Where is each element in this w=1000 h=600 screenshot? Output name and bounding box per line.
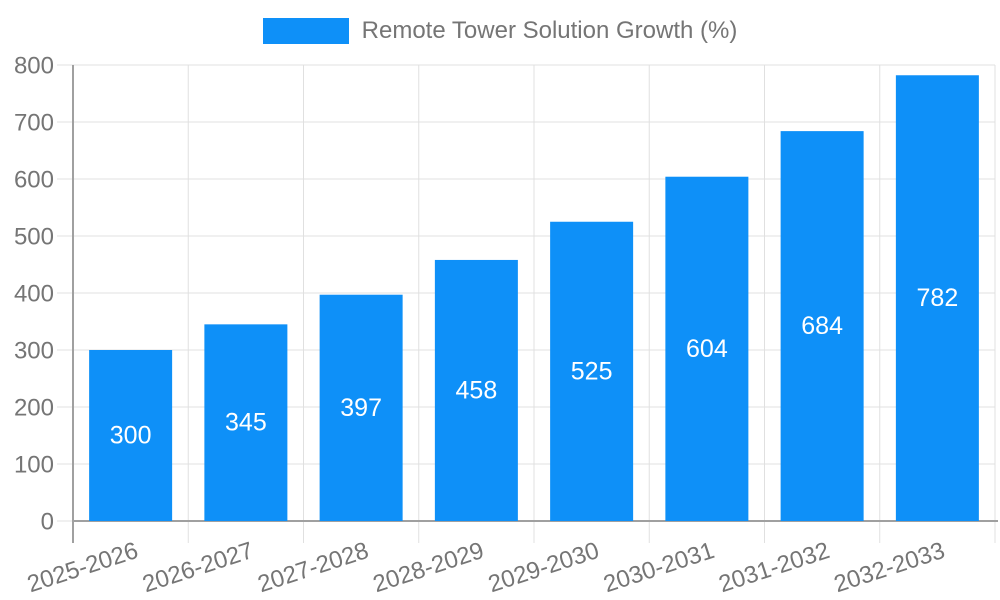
x-axis-label: 2027-2028 xyxy=(254,537,372,598)
y-axis-label: 100 xyxy=(14,452,54,479)
bar[interactable] xyxy=(434,259,518,521)
x-axis-label: 2031-2032 xyxy=(715,537,833,598)
x-axis-label: 2026-2027 xyxy=(139,537,257,598)
x-axis-label: 2030-2031 xyxy=(600,537,718,598)
y-axis-label: 800 xyxy=(14,53,54,80)
bar[interactable] xyxy=(319,294,403,521)
x-axis-label: 2028-2029 xyxy=(370,537,488,598)
x-axis-label: 2032-2033 xyxy=(831,537,949,598)
bar-value-label: 345 xyxy=(225,409,267,437)
x-axis-label: 2025-2026 xyxy=(24,537,142,598)
bar-value-label: 458 xyxy=(456,376,498,404)
legend-label: Remote Tower Solution Growth (%) xyxy=(361,17,738,44)
bar[interactable] xyxy=(895,75,979,521)
bar-value-label: 300 xyxy=(110,422,152,450)
bar[interactable] xyxy=(89,350,173,521)
bar-value-label: 684 xyxy=(801,312,843,340)
bar-value-label: 397 xyxy=(340,394,382,422)
bar-value-label: 525 xyxy=(571,357,613,385)
y-axis-label: 200 xyxy=(14,395,54,422)
y-axis-label: 300 xyxy=(14,338,54,365)
bar-value-label: 604 xyxy=(686,335,728,363)
bar-value-label: 782 xyxy=(917,284,959,312)
chart-legend[interactable]: Remote Tower Solution Growth (%) xyxy=(0,17,1000,45)
y-axis-label: 600 xyxy=(14,167,54,194)
bar[interactable] xyxy=(204,324,288,521)
bar[interactable] xyxy=(780,131,864,521)
y-axis-label: 700 xyxy=(14,110,54,137)
bar[interactable] xyxy=(665,176,749,521)
x-axis-label: 2029-2030 xyxy=(485,537,603,598)
y-axis-label: 400 xyxy=(14,281,54,308)
bar[interactable] xyxy=(550,221,634,521)
y-axis-label: 0 xyxy=(41,509,54,536)
y-axis-label: 500 xyxy=(14,224,54,251)
legend-swatch xyxy=(262,18,349,44)
